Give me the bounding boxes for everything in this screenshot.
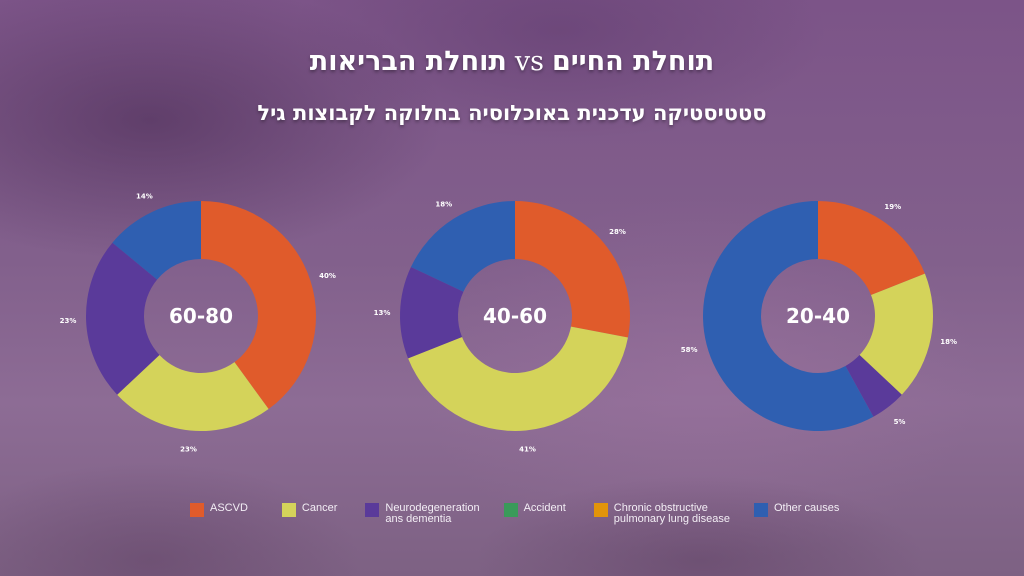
slice-label: 40% bbox=[319, 272, 336, 280]
slice-ascvd bbox=[818, 201, 925, 296]
slice-label: 18% bbox=[435, 201, 452, 209]
donut-chart-40-60: 28% 41% 13% 18% 40-60 bbox=[374, 201, 630, 453]
slice-label: 41% bbox=[519, 445, 536, 453]
legend-label-ascvd: ASCVD bbox=[210, 502, 248, 514]
legend-item-cancer: Cancer bbox=[281, 502, 338, 517]
slice-cancer bbox=[408, 326, 628, 431]
legend-item-accident: Accident bbox=[503, 502, 566, 517]
slice-neurodegeneration bbox=[86, 242, 160, 395]
slice-label: 28% bbox=[609, 228, 626, 236]
center-label: 60-80 bbox=[169, 304, 233, 328]
slice-label: 23% bbox=[60, 317, 77, 325]
donut-chart-60-80: 40% 23% 23% 14% 60-80 bbox=[60, 193, 336, 454]
center-label: 40-60 bbox=[483, 304, 547, 328]
title-vs: vs bbox=[514, 46, 544, 77]
slice-label: 58% bbox=[681, 346, 698, 354]
legend-swatch-other bbox=[753, 503, 768, 517]
slice-label: 5% bbox=[894, 418, 906, 426]
page-title: תוחלת החייםvsתוחלת הבריאות bbox=[0, 46, 1024, 77]
legend-item-ascvd: ASCVD bbox=[190, 503, 248, 517]
legend-swatch-accident bbox=[503, 503, 518, 517]
title-part-2: תוחלת הבריאות bbox=[309, 46, 507, 77]
legend-swatch-cancer bbox=[281, 503, 296, 517]
slice-cancer bbox=[859, 273, 933, 395]
page-subtitle: סטטיסטיקה עדכנית באוכלוסיה בחלוקה לקבוצו… bbox=[257, 101, 767, 125]
legend-label-cancer: Cancer bbox=[301, 502, 338, 514]
slice-label: 13% bbox=[374, 309, 391, 317]
title-part-1: תוחלת החיים bbox=[551, 46, 715, 77]
legend-label-other: Other causes bbox=[773, 502, 840, 514]
legend-item-copd: Chronic obstructive pulmonary lung disea… bbox=[593, 502, 730, 525]
legend-label-neurodegeneration: Neurodegeneration ans dementia bbox=[385, 502, 480, 525]
slice-label: 19% bbox=[884, 203, 901, 211]
slice-other bbox=[112, 201, 201, 280]
slice-cancer bbox=[117, 355, 269, 431]
legend-swatch-copd bbox=[593, 503, 608, 517]
slice-neurodegeneration bbox=[845, 355, 902, 417]
legend-label-accident: Accident bbox=[523, 502, 566, 514]
slice-ascvd bbox=[201, 201, 316, 410]
legend-label-copd: Chronic obstructive pulmonary lung disea… bbox=[613, 502, 730, 525]
slice-ascvd bbox=[515, 201, 630, 338]
legend-item-other: Other causes bbox=[753, 502, 840, 517]
legend: ASCVD Cancer Neurodegeneration ans demen… bbox=[190, 503, 863, 525]
legend-swatch-neurodegeneration bbox=[365, 503, 380, 517]
donut-chart-20-40: 19% 18% 5% 58% 20-40 bbox=[681, 201, 957, 431]
legend-item-neurodegeneration: Neurodegeneration ans dementia bbox=[365, 502, 480, 525]
slice-label: 14% bbox=[136, 193, 153, 201]
slice-other bbox=[410, 201, 515, 292]
legend-swatch-ascvd bbox=[190, 503, 204, 517]
center-label: 20-40 bbox=[786, 304, 850, 328]
slice-label: 18% bbox=[940, 338, 957, 346]
slice-other bbox=[702, 201, 874, 431]
slice-neurodegeneration bbox=[399, 267, 464, 359]
slice-label: 23% bbox=[180, 445, 197, 453]
